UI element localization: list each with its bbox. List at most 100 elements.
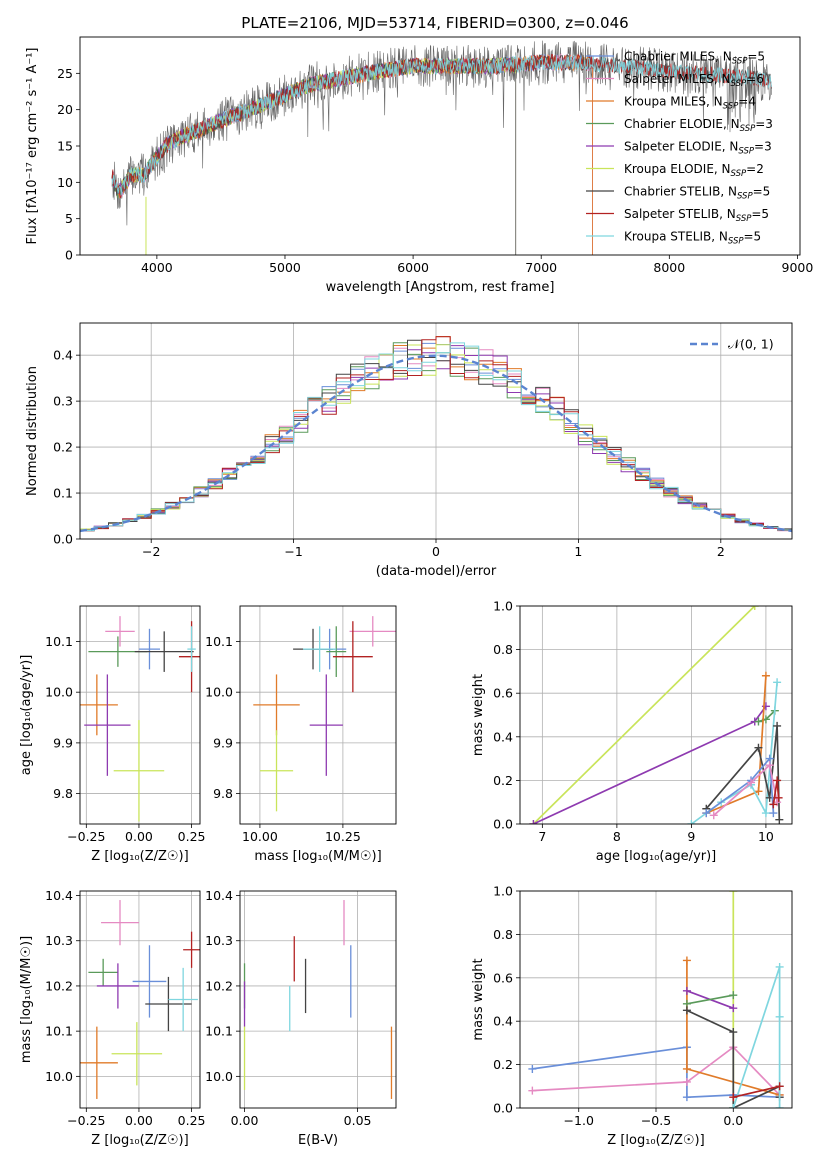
y-tick-label: 10.2 — [205, 978, 233, 993]
x-tick-label: 5000 — [269, 260, 301, 275]
legend-count: =2 — [746, 162, 764, 176]
series-marker — [775, 1082, 784, 1091]
legend-label: Kroupa STELIB, NSSP=5 — [624, 230, 761, 247]
series-marker — [754, 743, 763, 752]
y-tick-label: 0.2 — [493, 773, 513, 788]
y-axis-label: mass weight — [471, 958, 486, 1040]
y-tick-label: 0.0 — [53, 532, 73, 547]
series-marker — [682, 1077, 691, 1086]
series-marker — [769, 809, 778, 818]
x-tick-label: 6000 — [397, 260, 429, 275]
y-tick-label: 10.0 — [45, 685, 73, 700]
legend-count: =3 — [754, 140, 772, 154]
x-tick-label: 0.05 — [344, 1113, 372, 1128]
x-tick-label: 9000 — [782, 260, 814, 275]
legend-count: =6 — [746, 72, 764, 86]
y-tick-label: 0.1 — [53, 486, 73, 501]
mass_vs_Z-frame — [79, 890, 201, 1109]
model-spectrum-kroupa-elodie — [111, 57, 517, 255]
y-tick-label: 10.1 — [45, 1024, 73, 1039]
y-tick-label: 0.4 — [493, 729, 513, 744]
y-axis-label: mass [log₁₀(M/M☉)] — [19, 936, 34, 1063]
series-marker — [729, 1004, 738, 1013]
series-marker — [529, 820, 538, 824]
y-tick-label: 9.8 — [213, 786, 233, 801]
x-tick-label: 8 — [613, 829, 621, 844]
series-marker — [709, 811, 718, 820]
x-tick-label: 0 — [432, 544, 440, 559]
series-marker — [754, 717, 763, 726]
weight_vs_Z-axes: −1.0 −0.5 0.0 0.0 0.2 0.4 0.6 0.8 1.0 Z [log₁₀(Z/… — [471, 884, 792, 1148]
y-tick-label: 10.3 — [45, 933, 73, 948]
x-tick-label: 10.00 — [242, 829, 278, 844]
y-tick-label: 10.3 — [205, 933, 233, 948]
series-line-chabrier-elodie — [686, 994, 734, 1005]
x-tick-label: 0.00 — [125, 829, 153, 844]
series-marker — [774, 793, 783, 802]
residuals-legend: 𝒩(0, 1) — [690, 337, 774, 352]
legend-label: 𝒩(0, 1) — [728, 337, 774, 352]
age_vs_mass-points — [253, 616, 396, 812]
age_vs_Z-points — [80, 616, 200, 822]
x-tick-label: 0.25 — [178, 1113, 206, 1128]
legend-sub: SSP — [731, 79, 747, 89]
legend-sub: SSP — [738, 147, 754, 157]
mass_vs_Z-points — [80, 900, 200, 1099]
y-tick-label: 5 — [65, 211, 73, 226]
series-line-salpeter-miles — [713, 763, 778, 816]
series-marker — [773, 678, 782, 687]
series-marker — [682, 1064, 691, 1073]
y-tick-label: 0.2 — [53, 440, 73, 455]
series-marker — [729, 1028, 738, 1037]
series-marker — [754, 787, 763, 796]
legend-count: =3 — [755, 117, 773, 131]
y-tick-label: 10.4 — [45, 888, 73, 903]
legend-count: =5 — [751, 207, 769, 221]
legend-sub: SSP — [736, 214, 752, 224]
legend-sub: SSP — [740, 124, 756, 134]
legend-sub: SSP — [731, 169, 747, 179]
x-tick-label: 0.25 — [178, 829, 206, 844]
age_vs_mass-axes: 10.00 10.25 9.8 9.9 10.0 10.1 mass [log₁₀(M/M☉… — [205, 606, 396, 864]
legend-label: Chabrier STELIB, NSSP=5 — [624, 185, 770, 202]
legend-label: Salpeter ELODIE, NSSP=3 — [624, 140, 772, 157]
y-tick-label: 10.1 — [45, 634, 73, 649]
mass_vs_ebv-frame — [239, 890, 397, 1109]
y-tick-label: 0.8 — [493, 927, 513, 942]
series-line-kroupa-stelib — [732, 966, 781, 1108]
series-marker — [773, 721, 782, 730]
legend-count: =4 — [738, 95, 756, 109]
series-marker — [775, 815, 784, 824]
y-tick-label: 0.3 — [53, 394, 73, 409]
x-tick-label: −0.5 — [641, 1113, 671, 1128]
mass_vs_ebv-axes: 0.00 0.05 10.0 10.1 10.2 10.3 10.4 E(B-V) — [205, 888, 396, 1148]
x-tick-label: −1.0 — [564, 1113, 594, 1128]
weight_vs_Z-frame — [519, 890, 793, 1109]
x-tick-label: 0.0 — [723, 1113, 743, 1128]
series-marker — [750, 606, 759, 610]
y-tick-label: 0.0 — [493, 1101, 513, 1116]
x-axis-label: Z [log₁₀(Z/Z☉)] — [607, 1133, 704, 1148]
y-axis-label: age [log₁₀(age/yr)] — [19, 655, 34, 776]
y-tick-label: 0.4 — [53, 348, 73, 363]
figure-title: PLATE=2106, MJD=53714, FIBERID=0300, z=0… — [241, 14, 628, 32]
legend-label: Salpeter MILES, NSSP=6 — [624, 72, 764, 89]
weight_vs_age-frame — [519, 605, 793, 825]
x-tick-label: −0.25 — [67, 829, 105, 844]
series-marker — [729, 891, 738, 895]
y-tick-label: 0.6 — [493, 686, 513, 701]
residuals-frame — [79, 322, 793, 540]
series-marker — [702, 809, 711, 818]
series-marker — [528, 1064, 537, 1073]
series-marker — [761, 671, 770, 680]
x-tick-label: 8000 — [653, 260, 685, 275]
y-tick-label: 0.6 — [493, 970, 513, 985]
y-tick-label: 0.0 — [493, 817, 513, 832]
legend-label: Chabrier ELODIE, NSSP=3 — [624, 117, 773, 134]
spectrum-axes: 4000 5000 6000 7000 8000 9000 0 5 10 15 20 25 wavele… — [25, 48, 813, 296]
x-axis-label: mass [log₁₀(M/M☉)] — [254, 849, 381, 864]
y-tick-label: 10.1 — [205, 634, 233, 649]
weight_vs_Z-series — [528, 891, 784, 1108]
y-tick-label: 1.0 — [493, 599, 513, 614]
